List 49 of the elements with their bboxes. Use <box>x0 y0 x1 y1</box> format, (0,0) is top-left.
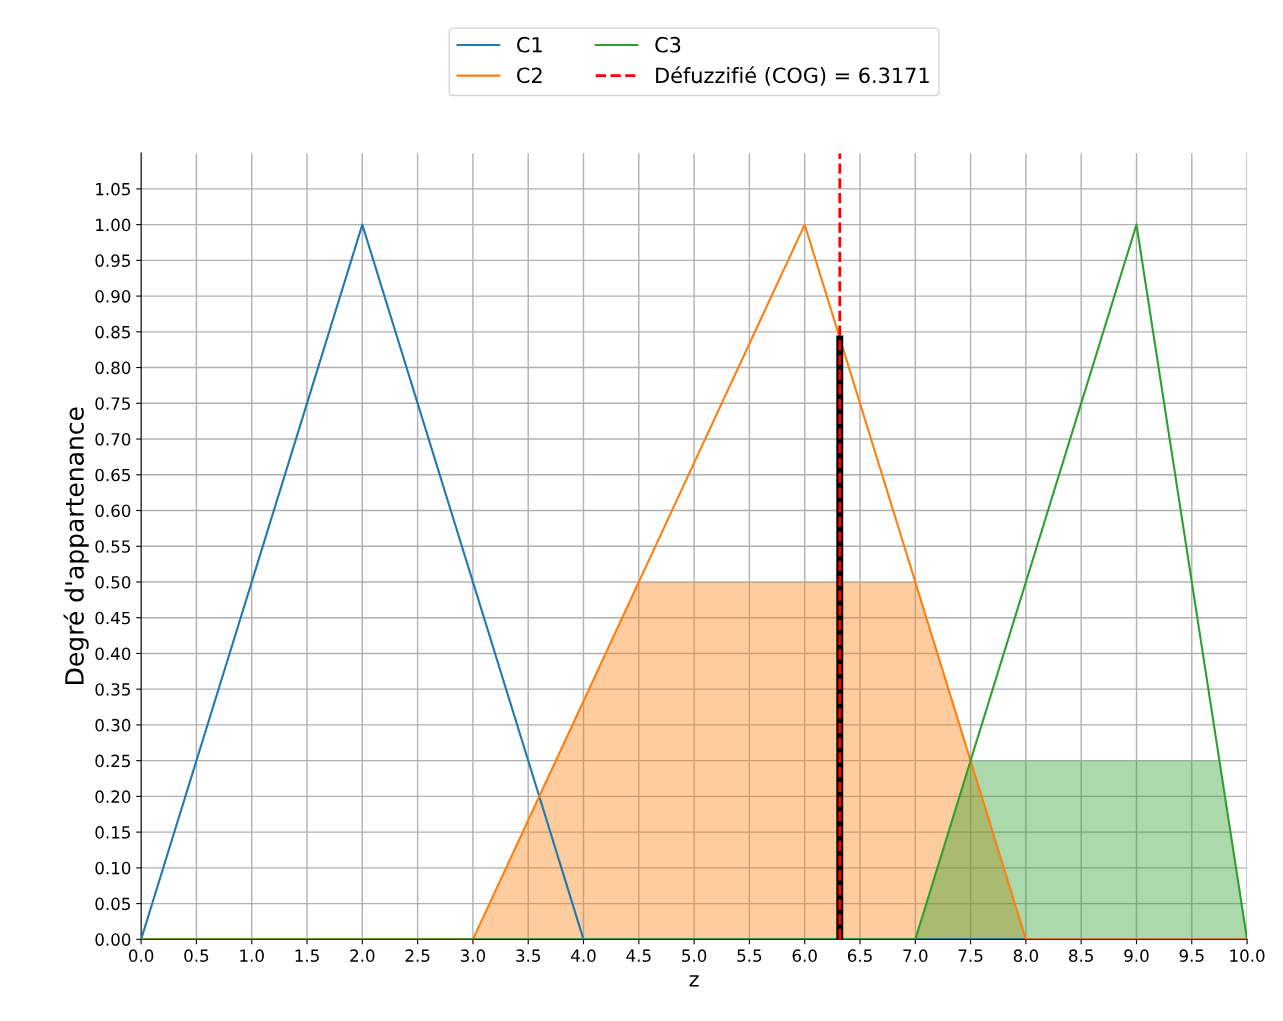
x-tick-label: 0.0 <box>128 949 154 962</box>
y-tick-label: 0.15 <box>95 826 130 839</box>
y-tick-label: 1.05 <box>96 182 130 196</box>
x-tick-label: 9.0 <box>1124 949 1149 962</box>
y-tick-label: 0.20 <box>95 790 131 803</box>
y-tick-label: 0.70 <box>95 432 131 446</box>
y-tick-label: 0.65 <box>95 468 130 482</box>
x-tick-label: 10.0 <box>1230 949 1265 962</box>
x-tick-label: 3.0 <box>460 949 486 962</box>
x-tick-label: 1.0 <box>240 949 264 962</box>
x-tick-label: 4.0 <box>571 949 596 962</box>
x-tick-label: 0.5 <box>184 949 209 962</box>
y-tick-label: 0.90 <box>95 290 131 303</box>
x-tick-label: 5.0 <box>682 949 707 962</box>
y-tick-label: 0.35 <box>95 683 130 696</box>
y-tick-label: 0.85 <box>95 325 130 339</box>
x-tick-label: 6.5 <box>847 949 872 962</box>
legend-label: C1 <box>517 36 542 53</box>
y-tick-label: 0.80 <box>95 361 131 375</box>
x-tick-label: 1.5 <box>295 949 319 962</box>
y-tick-label: 0.60 <box>95 504 131 518</box>
y-tick-label: 0.45 <box>95 611 130 625</box>
x-tick-label: 8.0 <box>1013 949 1039 962</box>
x-tick-label: 2.0 <box>350 949 375 962</box>
x-tick-label: 5.5 <box>737 949 762 962</box>
y-axis-title: Degré d'appartenance <box>63 407 89 684</box>
y-tick-label: 0.10 <box>95 861 131 875</box>
x-tick-label: 4.5 <box>626 949 651 962</box>
y-tick-label: 0.40 <box>95 647 131 661</box>
y-tick-label: 0.05 <box>95 897 130 911</box>
y-tick-label: 1.00 <box>96 218 131 232</box>
x-tick-label: 2.5 <box>405 949 430 962</box>
y-tick-label: 0.55 <box>95 540 130 553</box>
legend-label: Défuzzifié (COG) = 6.3171 <box>656 66 929 86</box>
y-tick-label: 0.30 <box>95 718 131 732</box>
y-tick-label: 0.95 <box>95 254 130 267</box>
legend-label: C3 <box>655 36 681 53</box>
legend-label: C2 <box>517 67 542 84</box>
x-tick-label: 3.5 <box>516 949 541 962</box>
x-tick-label: 7.0 <box>903 949 928 962</box>
x-tick-label: 7.5 <box>958 949 983 962</box>
x-tick-label: 8.5 <box>1069 949 1093 962</box>
y-tick-label: 0.25 <box>95 754 130 768</box>
y-tick-label: 0.50 <box>95 575 131 589</box>
y-tick-label: 0.75 <box>95 397 130 410</box>
x-axis-title: z <box>689 975 699 987</box>
x-tick-label: 9.5 <box>1179 949 1204 962</box>
y-tick-label: 0.00 <box>95 933 131 946</box>
x-tick-label: 6.0 <box>792 949 817 962</box>
